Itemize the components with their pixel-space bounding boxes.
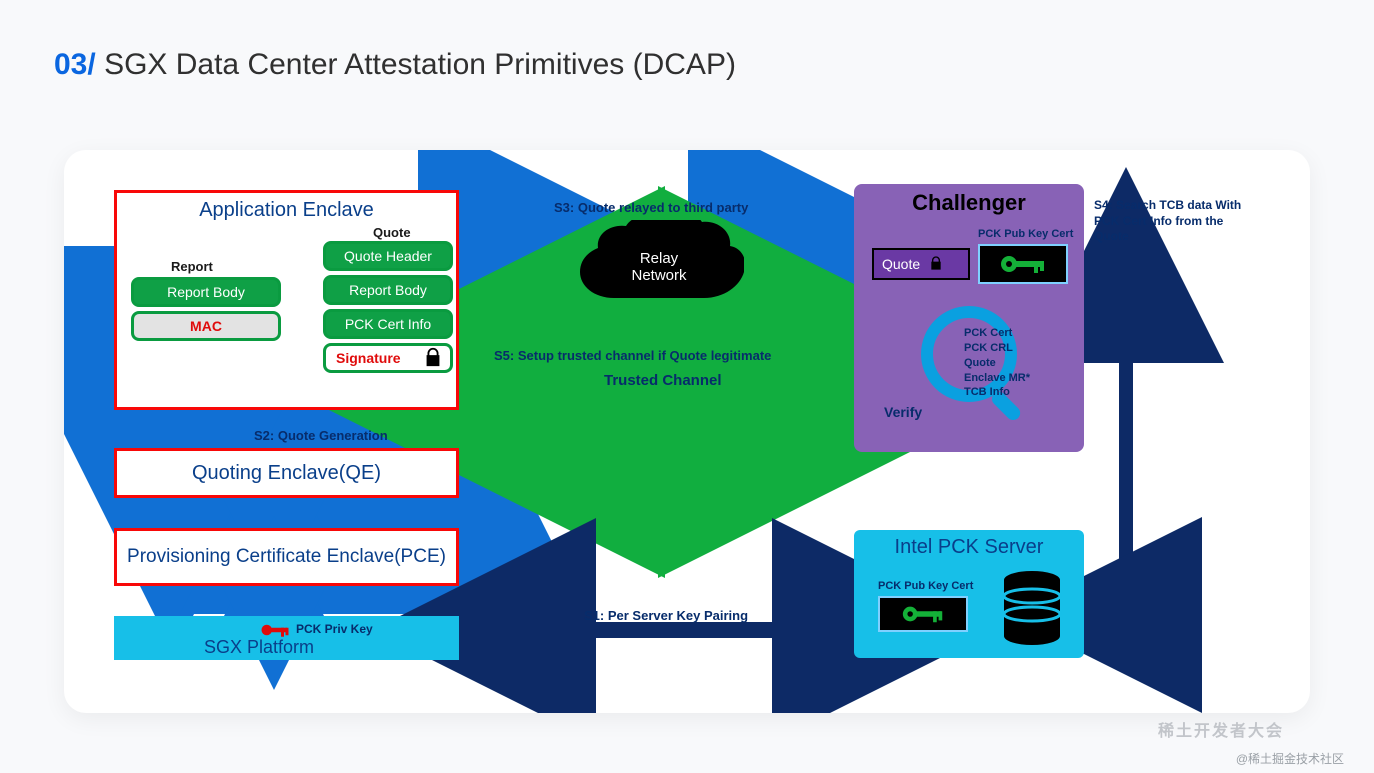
lock-icon-2 — [928, 255, 944, 274]
challenger-title: Challenger — [854, 190, 1084, 216]
pck-priv-key-label: PCK Priv Key — [296, 622, 373, 636]
pck-key-card-2 — [878, 596, 968, 632]
pck-key-card — [978, 244, 1068, 284]
report-body2-pill: Report Body — [323, 275, 453, 305]
quote-label: Quote — [373, 225, 411, 240]
diagram-canvas: Application Enclave Report Quote Report … — [64, 150, 1310, 713]
quoting-enclave-box: Quoting Enclave(QE) — [114, 448, 459, 498]
relay-cloud: Relay Network — [574, 220, 744, 315]
signature-text: Signature — [336, 350, 401, 366]
verify-label: Verify — [884, 404, 922, 420]
pck-server-box: Intel PCK Server PCK Pub Key Cert — [854, 530, 1084, 658]
s1-label: S1: Per Server Key Pairing — [584, 608, 748, 623]
quote-badge: Quote — [872, 248, 970, 280]
signature-pill: Signature — [323, 343, 453, 373]
footer-watermark: @稀土掘金技术社区 — [1236, 750, 1344, 767]
pck-cert-info-pill: PCK Cert Info — [323, 309, 453, 339]
trusted-channel-label: Trusted Channel — [604, 372, 722, 389]
sgx-platform-box: PCK Priv Key SGX Platform — [114, 616, 459, 660]
report-body-pill: Report Body — [131, 277, 281, 307]
quote-header-pill: Quote Header — [323, 241, 453, 271]
s5-label: S5: Setup trusted channel if Quote legit… — [494, 348, 771, 363]
s3-label: S3: Quote relayed to third party — [554, 200, 748, 215]
quote-badge-text: Quote — [882, 256, 920, 272]
mac-text: MAC — [190, 318, 222, 334]
database-icon — [1000, 570, 1064, 651]
relay-text: Relay Network — [574, 250, 744, 285]
key-green-icon-2 — [899, 603, 947, 625]
slide-number: 03/ — [54, 48, 96, 81]
qe-text: Quoting Enclave(QE) — [192, 462, 381, 485]
lock-icon — [422, 346, 444, 371]
sgx-platform-label: SGX Platform — [204, 637, 314, 658]
footer-logo: 稀土开发者大会 — [1158, 717, 1284, 741]
report-body2-text: Report Body — [349, 282, 427, 298]
slide-title-text: SGX Data Center Attestation Primitives (… — [104, 48, 736, 81]
verify-list: PCK Cert PCK CRL Quote Enclave MR* TCB I… — [964, 326, 1030, 400]
pck-pub-cert-label: PCK Pub Key Cert — [978, 228, 1073, 240]
challenger-box: Challenger Quote PCK Pub Key Cert Verify… — [854, 184, 1084, 452]
quote-header-text: Quote Header — [344, 248, 432, 264]
pce-box: Provisioning Certificate Enclave(PCE) — [114, 528, 459, 586]
slide-title: 03/ SGX Data Center Attestation Primitiv… — [54, 48, 736, 82]
application-enclave-box: Application Enclave Report Quote Report … — [114, 190, 459, 410]
mac-pill: MAC — [131, 311, 281, 341]
pce-text: Provisioning Certificate Enclave(PCE) — [127, 546, 446, 569]
pck-server-title: Intel PCK Server — [854, 536, 1084, 559]
pck-pub-cert2-label: PCK Pub Key Cert — [878, 580, 973, 592]
pck-cert-info-text: PCK Cert Info — [345, 316, 431, 332]
app-enclave-title: Application Enclave — [117, 199, 456, 222]
s2-label: S2: Quote Generation — [254, 428, 388, 443]
report-label: Report — [171, 259, 213, 274]
report-body-text: Report Body — [167, 284, 245, 300]
s4-label: S4: Search TCB data With PCK Cert Info f… — [1094, 198, 1244, 245]
key-green-icon — [998, 252, 1048, 276]
